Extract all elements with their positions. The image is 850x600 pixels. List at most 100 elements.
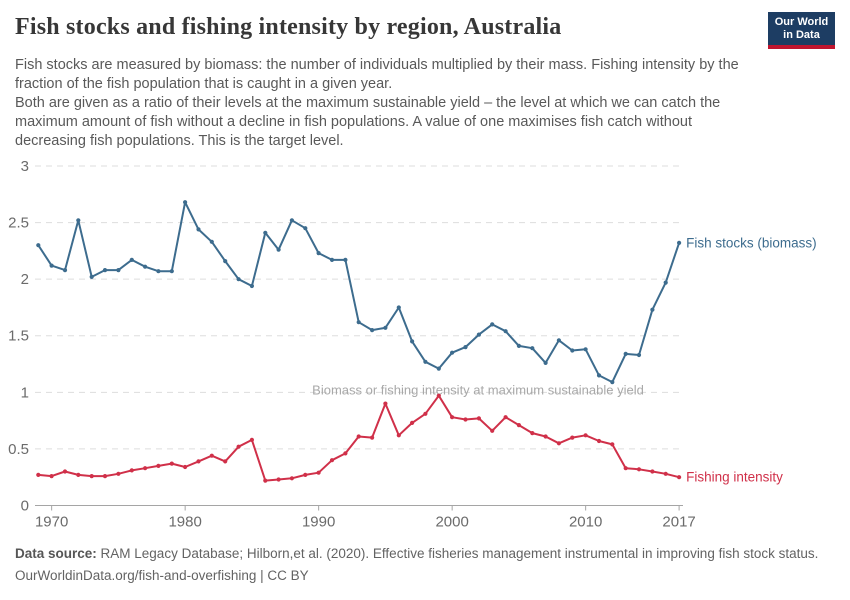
x-tick-label: 2000 <box>435 514 468 531</box>
data-point-fishing-intensity <box>89 474 94 479</box>
data-point-fishing-intensity <box>503 415 508 420</box>
data-point-fish-stocks-biomass <box>143 264 148 269</box>
data-point-fish-stocks-biomass <box>356 320 361 325</box>
data-point-fishing-intensity <box>196 459 201 464</box>
data-point-fishing-intensity <box>223 459 228 464</box>
data-point-fishing-intensity <box>263 478 268 483</box>
chart-subtitle: Fish stocks are measured by biomass: the… <box>15 56 753 151</box>
data-point-fishing-intensity <box>289 476 294 481</box>
data-point-fishing-intensity <box>303 472 308 477</box>
data-point-fishing-intensity <box>249 437 254 442</box>
data-point-fish-stocks-biomass <box>289 218 294 223</box>
data-point-fishing-intensity <box>169 461 174 466</box>
data-point-fish-stocks-biomass <box>370 328 375 333</box>
x-tick-label: 2017 <box>662 514 695 531</box>
data-point-fish-stocks-biomass <box>276 247 281 252</box>
data-point-fish-stocks-biomass <box>436 366 441 371</box>
x-tick-label: 1980 <box>168 514 201 531</box>
series-label-fish-stocks-biomass: Fish stocks (biomass) <box>686 235 817 250</box>
msy-annotation: Biomass or fishing intensity at maximum … <box>312 382 644 397</box>
y-tick-label: 0.5 <box>8 441 29 458</box>
data-point-fish-stocks-biomass <box>410 339 415 344</box>
series-line-fish-stocks-biomass <box>37 201 681 384</box>
data-point-fishing-intensity <box>596 438 602 444</box>
data-point-fish-stocks-biomass <box>463 345 468 350</box>
x-tick-label: 1990 <box>302 514 335 531</box>
series-label-fishing-intensity: Fishing intensity <box>686 470 783 485</box>
data-point-fishing-intensity <box>623 466 628 471</box>
data-point-fish-stocks-biomass <box>383 325 388 330</box>
data-point-fishing-intensity <box>530 431 535 436</box>
data-point-fish-stocks-biomass <box>396 305 401 310</box>
data-point-fishing-intensity <box>583 433 588 438</box>
data-point-fish-stocks-biomass <box>76 218 81 223</box>
data-point-fishing-intensity <box>316 470 321 475</box>
data-point-fishing-intensity <box>102 474 108 479</box>
data-point-fishing-intensity <box>570 435 575 440</box>
data-point-fishing-intensity <box>276 477 281 482</box>
data-point-fishing-intensity <box>116 471 121 476</box>
owid-logo-line1: Our World <box>774 16 829 28</box>
data-point-fish-stocks-biomass <box>223 259 228 264</box>
y-tick-label: 2 <box>21 271 29 288</box>
data-point-fish-stocks-biomass <box>303 226 308 231</box>
data-point-fish-stocks-biomass <box>183 200 188 205</box>
data-point-fishing-intensity <box>436 393 441 398</box>
data-point-fishing-intensity <box>370 435 375 440</box>
subtitle-paragraph-1: Fish stocks are measured by biomass: the… <box>15 57 739 92</box>
data-point-fish-stocks-biomass <box>316 251 321 256</box>
data-point-fishing-intensity <box>143 466 148 471</box>
data-point-fishing-intensity <box>636 467 642 472</box>
data-point-fishing-intensity <box>450 415 455 420</box>
data-point-fish-stocks-biomass <box>62 268 68 273</box>
data-point-fish-stocks-biomass <box>490 322 495 327</box>
data-point-fishing-intensity <box>36 472 41 477</box>
data-point-fish-stocks-biomass <box>329 257 335 262</box>
data-point-fish-stocks-biomass <box>516 343 522 348</box>
data-point-fish-stocks-biomass <box>129 257 134 262</box>
data-point-fishing-intensity <box>356 434 361 439</box>
data-point-fish-stocks-biomass <box>636 352 642 358</box>
data-point-fishing-intensity <box>650 469 655 474</box>
data-point-fish-stocks-biomass <box>263 230 268 235</box>
license-line: OurWorldinData.org/fish-and-overfishing … <box>15 568 309 583</box>
data-point-fishing-intensity <box>677 475 682 480</box>
page-title: Fish stocks and fishing intensity by reg… <box>15 14 562 40</box>
data-point-fish-stocks-biomass <box>610 380 615 385</box>
data-point-fish-stocks-biomass <box>196 227 201 232</box>
data-point-fish-stocks-biomass <box>249 283 254 289</box>
chart-footer: Data source: RAM Legacy Database; Hilbor… <box>15 543 835 587</box>
data-point-fishing-intensity <box>410 420 415 425</box>
data-point-fishing-intensity <box>423 411 428 416</box>
data-point-fish-stocks-biomass <box>583 347 588 352</box>
data-point-fish-stocks-biomass <box>423 359 428 364</box>
data-point-fishing-intensity <box>476 416 481 421</box>
data-point-fishing-intensity <box>556 441 562 446</box>
data-point-fishing-intensity <box>329 458 335 463</box>
data-point-fishing-intensity <box>663 471 668 476</box>
data-point-fish-stocks-biomass <box>49 263 54 268</box>
data-point-fish-stocks-biomass <box>503 329 508 334</box>
data-point-fish-stocks-biomass <box>102 268 108 273</box>
data-point-fish-stocks-biomass <box>236 277 241 282</box>
data-point-fish-stocks-biomass <box>116 268 121 273</box>
owid-logo: Our World in Data <box>768 12 835 49</box>
data-point-fishing-intensity <box>516 423 522 428</box>
data-point-fishing-intensity <box>62 469 68 474</box>
data-point-fish-stocks-biomass <box>209 239 214 244</box>
data-point-fishing-intensity <box>236 444 241 449</box>
data-source-label: Data source: <box>15 546 97 561</box>
data-point-fish-stocks-biomass <box>650 307 655 312</box>
y-tick-label: 1 <box>21 384 29 401</box>
data-point-fish-stocks-biomass <box>677 240 682 245</box>
data-point-fishing-intensity <box>76 472 81 477</box>
data-point-fishing-intensity <box>610 442 615 447</box>
data-point-fishing-intensity <box>463 417 468 422</box>
data-point-fishing-intensity <box>343 451 348 456</box>
data-source-line: Data source: RAM Legacy Database; Hilbor… <box>15 543 835 565</box>
data-point-fishing-intensity <box>209 453 214 458</box>
x-tick-label: 2010 <box>569 514 602 531</box>
data-point-fishing-intensity <box>183 464 188 470</box>
